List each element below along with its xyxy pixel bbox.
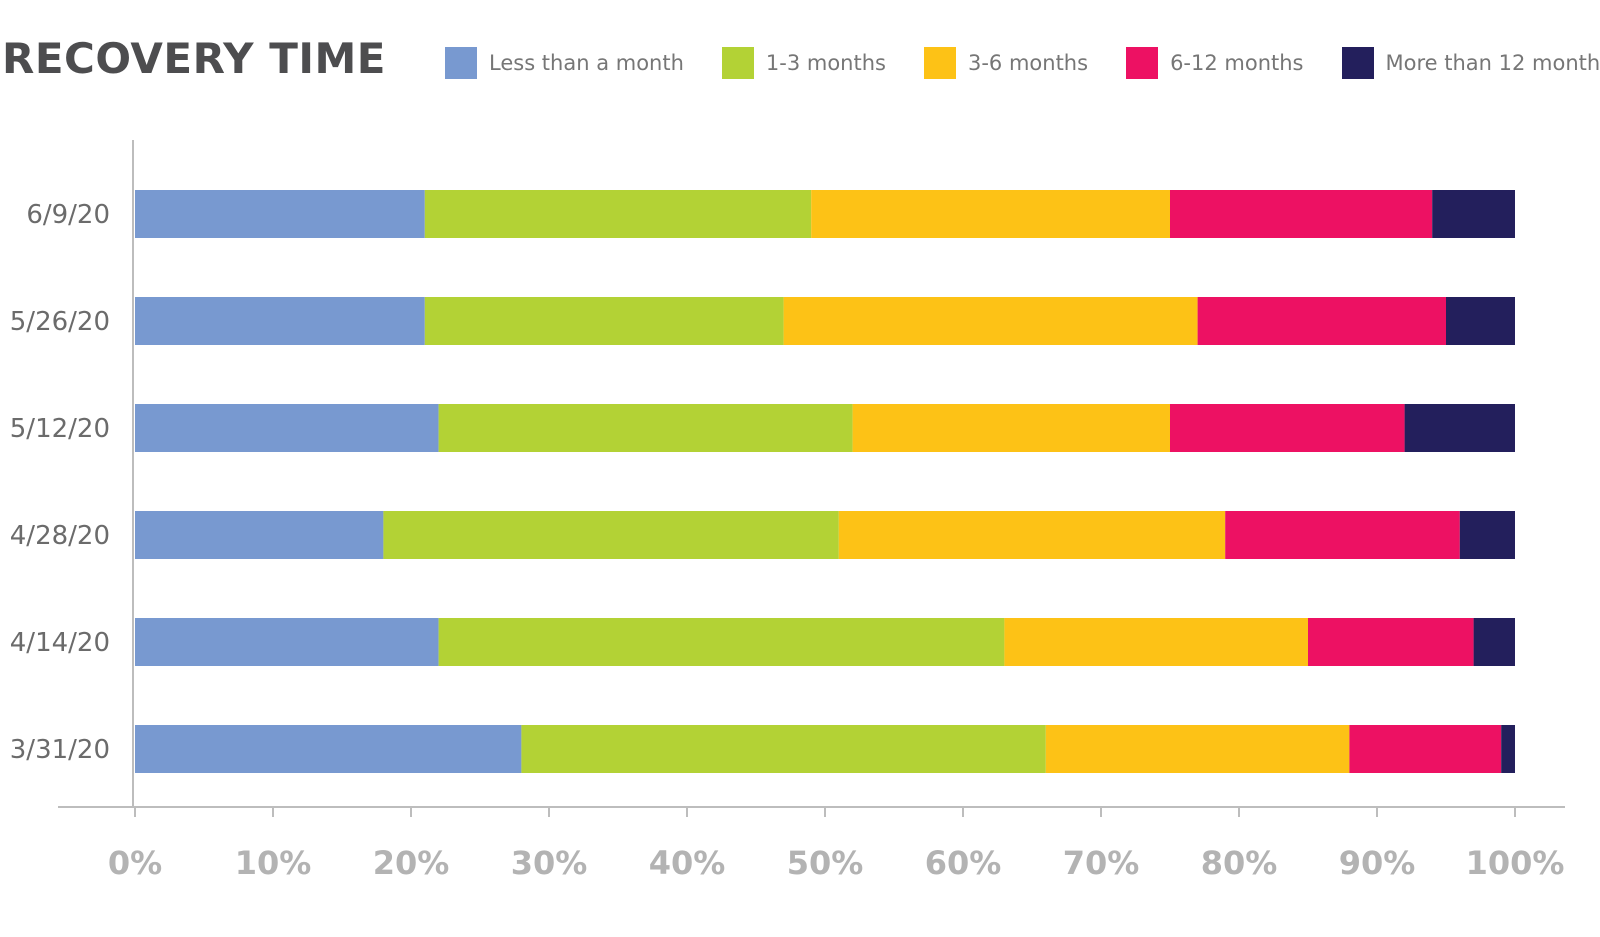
chart-title: RECOVERY TIME <box>2 34 386 83</box>
bar-segment <box>1404 404 1515 452</box>
category-label: 4/28/20 <box>10 521 110 551</box>
legend-item-3-6-months: 3-6 months <box>923 47 1089 79</box>
legend-label: 1-3 months <box>765 51 886 75</box>
legend-label: 6-12 months <box>1170 51 1304 75</box>
legend-label: 3-6 months <box>967 51 1089 75</box>
legend-label: More than 12 months <box>1385 51 1600 75</box>
x-tick-label: 100% <box>1466 844 1565 882</box>
legend-swatch <box>721 47 754 79</box>
bar-segment <box>852 404 1170 452</box>
bar-segment <box>1432 190 1515 238</box>
legend-swatch <box>445 47 477 79</box>
bar-segment <box>438 618 1005 666</box>
bar-segment <box>424 190 812 238</box>
bar-segment <box>135 190 425 238</box>
bar-segment <box>135 404 439 452</box>
bar-segment <box>1459 511 1515 559</box>
bar-segment <box>383 511 839 559</box>
bar-segment <box>521 725 1046 773</box>
legend-item-more-than-12-months: More than 12 months <box>1341 47 1600 79</box>
x-tick-label: 50% <box>787 844 864 882</box>
category-label: 3/31/20 <box>10 735 110 765</box>
category-label: 5/26/20 <box>10 307 110 337</box>
legend-swatch <box>1126 47 1159 79</box>
bar-segment <box>1045 725 1350 773</box>
legend-item-1-3-months: 1-3 months <box>721 47 886 79</box>
legend-item-less-than-a-month: Less than a month <box>445 47 684 79</box>
x-tick-label: 10% <box>235 844 312 882</box>
bar-segment <box>135 618 439 666</box>
bar-segment <box>135 511 384 559</box>
bar-segment <box>1349 725 1502 773</box>
bar-segment <box>838 511 1226 559</box>
bar-segment <box>1308 618 1474 666</box>
bar-segment <box>1197 297 1446 345</box>
category-label: 5/12/20 <box>10 414 110 444</box>
x-tick-label: 80% <box>1201 844 1278 882</box>
bar-segment <box>424 297 784 345</box>
bar-segment <box>1170 404 1405 452</box>
x-tick-label: 30% <box>511 844 588 882</box>
x-tick-label: 40% <box>649 844 726 882</box>
legend-swatch <box>923 47 956 79</box>
x-tick-label: 20% <box>373 844 450 882</box>
bar-segment <box>1473 618 1515 666</box>
category-label: 6/9/20 <box>26 200 110 230</box>
bar-segment <box>783 297 1198 345</box>
x-tick-label: 60% <box>925 844 1002 882</box>
category-label: 4/14/20 <box>10 628 110 658</box>
bar-segment <box>1446 297 1515 345</box>
legend-swatch <box>1341 47 1374 79</box>
bar-segment <box>811 190 1170 238</box>
bar-segment <box>438 404 853 452</box>
x-tick-label: 90% <box>1339 844 1416 882</box>
bar-segment <box>1501 725 1515 773</box>
bar-segment <box>1170 190 1433 238</box>
legend-label: Less than a month <box>489 51 684 75</box>
bar-segment <box>1225 511 1460 559</box>
bar-segment <box>135 297 425 345</box>
legend: Less than a month 1-3 months 3-6 months … <box>445 47 1600 79</box>
x-tick-label: 70% <box>1063 844 1140 882</box>
x-tick-label: 0% <box>108 844 162 882</box>
bar-segment <box>1004 618 1308 666</box>
bar-segment <box>135 725 522 773</box>
legend-item-6-12-months: 6-12 months <box>1126 47 1304 79</box>
